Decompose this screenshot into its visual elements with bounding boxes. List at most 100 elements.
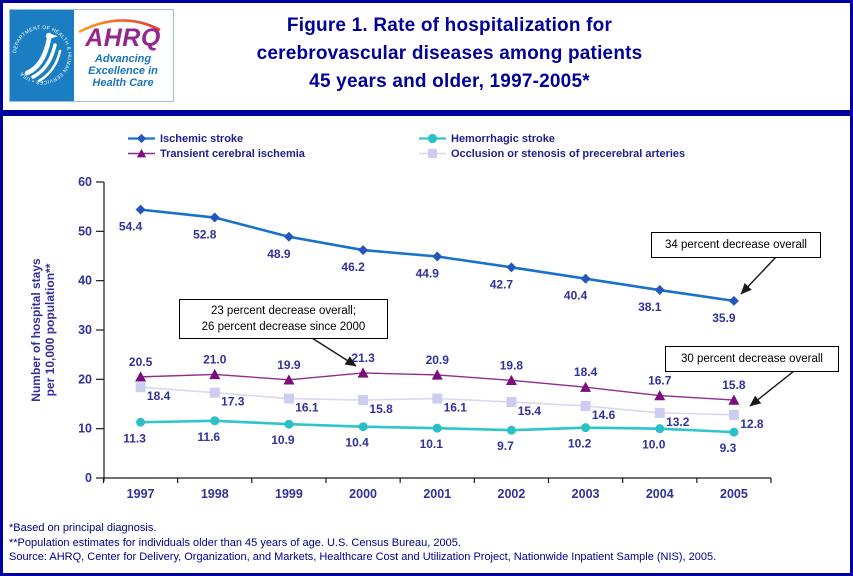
axes: 0 10 20 30 40 50 60 1997 1998 1999 2000 2001 2002 200…	[78, 175, 772, 501]
logo-tagline-line-2: Excellence in	[88, 65, 158, 77]
data-point	[580, 273, 591, 284]
data-label: 54.4	[119, 220, 143, 234]
data-point	[728, 394, 740, 405]
data-point	[654, 407, 665, 418]
data-point	[729, 427, 739, 437]
x-tick-label: 1999	[275, 487, 303, 501]
y-tick-label: 60	[78, 175, 92, 189]
figure-title-line-2: cerebrovascular diseases among patients	[256, 43, 643, 64]
data-point	[431, 369, 443, 380]
data-point	[506, 262, 517, 273]
data-label: 10.2	[568, 437, 592, 451]
data-point	[135, 204, 146, 215]
data-label: 14.6	[592, 408, 616, 422]
data-point	[209, 368, 221, 380]
data-point	[581, 423, 591, 433]
y-axis-title: Number of hospital staysper 10,000 popul…	[29, 258, 57, 402]
data-label: 46.2	[341, 260, 365, 274]
data-point	[580, 400, 591, 411]
data-label: 10.1	[420, 437, 444, 451]
y-tick-label: 20	[78, 372, 92, 386]
data-point	[506, 425, 516, 435]
x-tick-label: 2004	[646, 487, 674, 501]
data-label: 18.4	[147, 389, 171, 403]
data-point	[284, 419, 294, 429]
y-tick-label: 30	[78, 323, 92, 337]
data-label: 15.8	[722, 378, 746, 392]
data-point	[210, 416, 220, 426]
x-tick-label: 2001	[423, 487, 451, 501]
data-point	[654, 390, 666, 401]
data-label: 18.4	[574, 365, 598, 379]
data-point	[432, 251, 443, 262]
series-transient-cerebral-ischemia	[135, 367, 740, 405]
data-label: 20.5	[129, 355, 153, 369]
data-label: 9.3	[720, 441, 737, 455]
data-point	[283, 374, 295, 385]
data-label: 11.6	[197, 430, 220, 444]
data-label: 35.9	[712, 311, 736, 325]
data-label: 20.9	[426, 353, 450, 367]
x-tick-label: 1997	[127, 487, 155, 501]
data-point	[506, 397, 517, 408]
data-label: 15.8	[369, 402, 393, 416]
data-label: 10.0	[642, 438, 666, 452]
data-label: 13.2	[666, 415, 690, 429]
x-tick-label: 2000	[349, 487, 377, 501]
series-occlusion-or-stenosis-of-precerebral-arteries	[135, 382, 739, 420]
legend-item-occlusion-or-stenosis-of-precerebral-arteries: Occlusion or stenosis of precerebral art…	[419, 146, 685, 161]
data-point	[357, 367, 369, 378]
data-label: 21.3	[351, 351, 375, 365]
data-point	[654, 285, 665, 296]
series-hemorrhagic-stroke	[136, 416, 739, 437]
figure-title-line-3: 45 years and older, 1997-2005*	[309, 71, 590, 92]
legend-item-transient-cerebral-ischemia: Transient cerebral ischemia	[128, 146, 419, 161]
legend-marker-diamond-icon	[128, 133, 155, 144]
logo-tagline-line-3: Health Care	[92, 77, 153, 89]
data-label: 16.1	[444, 401, 468, 415]
data-label: 42.7	[490, 277, 514, 291]
footnote-2: **Population estimates for individuals o…	[9, 536, 461, 549]
data-label: 40.4	[564, 289, 588, 303]
data-point	[136, 417, 146, 427]
data-label: 48.9	[267, 247, 291, 261]
data-point	[358, 245, 369, 256]
figure-title: Figure 1. Rate of hospitalization for ce…	[0, 12, 853, 96]
logo-arc-icon	[78, 19, 161, 34]
x-tick-label: 2005	[720, 487, 748, 501]
header: DEPARTMENT OF HEALTH & HUMAN SERVICES • …	[0, 0, 853, 110]
legend-label: Occlusion or stenosis of precerebral art…	[451, 147, 686, 160]
data-label: 15.4	[518, 404, 542, 418]
ahrq-wordmark: AHRQ	[84, 24, 161, 52]
footnote-1: *Based on principal diagnosis.	[9, 522, 157, 534]
chart-legend: Ischemic stroke Hemorrhagic stroke Transie…	[128, 131, 685, 161]
logo-tagline-line-1: Advancing	[94, 53, 152, 65]
data-point	[209, 387, 220, 398]
data-point	[580, 381, 592, 392]
x-tick-label: 2002	[498, 487, 526, 501]
data-point	[135, 371, 147, 382]
data-label: 44.9	[416, 266, 440, 280]
data-point	[283, 231, 294, 242]
legend-item-ischemic-stroke: Ischemic stroke	[128, 131, 419, 146]
data-label: 19.9	[277, 358, 301, 372]
data-label: 10.9	[271, 433, 295, 447]
data-point	[358, 395, 369, 406]
y-tick-label: 0	[85, 471, 92, 485]
series-ischemic-stroke	[135, 204, 739, 306]
legend-label: Transient cerebral ischemia	[160, 147, 305, 160]
y-tick-label: 40	[78, 274, 92, 288]
legend-marker-triangle-icon	[128, 148, 155, 158]
legend-marker-square-icon	[419, 148, 446, 159]
hhs-eagle-icon	[24, 32, 62, 83]
data-point	[655, 424, 665, 434]
footnote-3: Source: AHRQ, Center for Delivery, Organ…	[9, 551, 717, 563]
legend-marker-circle-icon	[419, 133, 446, 144]
data-labels: 18.4 17.3 16.1 15.8 16.1 15.4 14.6 13.2 12.8 11.3…	[119, 220, 764, 455]
footnotes: *Based on principal diagnosis. **Populat…	[9, 521, 716, 565]
data-label: 17.3	[221, 395, 245, 409]
data-label: 52.8	[193, 228, 217, 242]
legend-item-hemorrhagic-stroke: Hemorrhagic stroke	[419, 131, 685, 146]
